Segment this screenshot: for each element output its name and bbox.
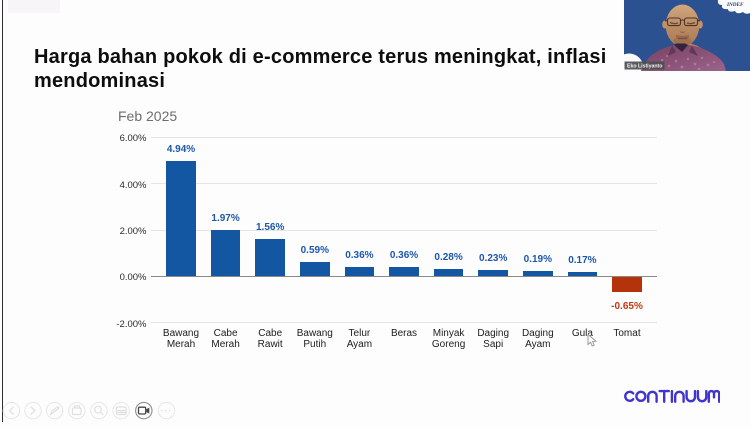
svg-text:INDEF: INDEF — [726, 2, 744, 8]
svg-text:Eko Listiyanto: Eko Listiyanto — [627, 64, 662, 70]
